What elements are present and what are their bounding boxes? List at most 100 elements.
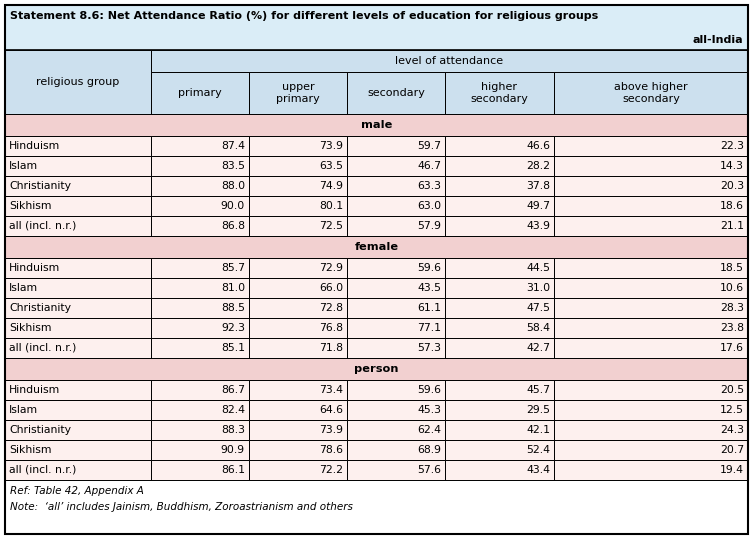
Text: 88.5: 88.5 <box>221 303 245 313</box>
Bar <box>5 5 748 50</box>
Bar <box>249 460 347 480</box>
Text: 72.2: 72.2 <box>319 465 343 475</box>
Bar <box>151 176 249 196</box>
Bar <box>5 156 151 176</box>
Bar <box>249 258 347 278</box>
Text: 72.8: 72.8 <box>319 303 343 313</box>
Text: all (incl. n.r.): all (incl. n.r.) <box>9 465 76 475</box>
Text: 37.8: 37.8 <box>526 181 550 191</box>
Bar <box>554 136 748 156</box>
Text: 71.8: 71.8 <box>319 343 343 353</box>
Bar <box>445 460 554 480</box>
Text: 72.9: 72.9 <box>319 263 343 273</box>
Bar <box>347 136 445 156</box>
Text: 21.1: 21.1 <box>720 221 744 231</box>
Text: 46.6: 46.6 <box>526 141 550 151</box>
Text: Hinduism: Hinduism <box>9 263 60 273</box>
Bar <box>5 480 748 534</box>
Text: Sikhism: Sikhism <box>9 201 51 211</box>
Text: 59.7: 59.7 <box>417 141 441 151</box>
Bar <box>445 156 554 176</box>
Text: 90.0: 90.0 <box>221 201 245 211</box>
Bar <box>554 460 748 480</box>
Bar <box>445 400 554 420</box>
Text: 63.0: 63.0 <box>417 201 441 211</box>
Bar <box>445 318 554 338</box>
Text: 43.5: 43.5 <box>417 283 441 293</box>
Bar <box>347 298 445 318</box>
Bar <box>347 318 445 338</box>
Bar <box>151 440 249 460</box>
Text: 44.5: 44.5 <box>526 263 550 273</box>
Text: 63.3: 63.3 <box>417 181 441 191</box>
Bar <box>151 460 249 480</box>
Text: 73.9: 73.9 <box>319 425 343 435</box>
Bar <box>554 420 748 440</box>
Text: 85.1: 85.1 <box>221 343 245 353</box>
Text: 14.3: 14.3 <box>720 161 744 171</box>
Bar <box>151 216 249 236</box>
Text: 42.1: 42.1 <box>526 425 550 435</box>
Text: 57.9: 57.9 <box>417 221 441 231</box>
Text: all (incl. n.r.): all (incl. n.r.) <box>9 221 76 231</box>
Text: Note:  ‘all’ includes Jainism, Buddhism, Zoroastrianism and others: Note: ‘all’ includes Jainism, Buddhism, … <box>10 502 353 512</box>
Bar <box>249 72 347 114</box>
Bar <box>5 278 151 298</box>
Text: 81.0: 81.0 <box>221 283 245 293</box>
Text: 47.5: 47.5 <box>526 303 550 313</box>
Bar <box>554 400 748 420</box>
Bar <box>151 380 249 400</box>
Bar <box>151 318 249 338</box>
Text: 76.8: 76.8 <box>319 323 343 333</box>
Bar <box>445 136 554 156</box>
Text: 66.0: 66.0 <box>319 283 343 293</box>
Bar <box>445 258 554 278</box>
Bar <box>5 114 748 136</box>
Text: 31.0: 31.0 <box>526 283 550 293</box>
Text: 23.8: 23.8 <box>720 323 744 333</box>
Text: 73.4: 73.4 <box>319 385 343 395</box>
Text: 74.9: 74.9 <box>319 181 343 191</box>
Text: 20.3: 20.3 <box>720 181 744 191</box>
Text: 68.9: 68.9 <box>417 445 441 455</box>
Bar <box>554 278 748 298</box>
Bar <box>445 278 554 298</box>
Text: Islam: Islam <box>9 405 38 415</box>
Text: 82.4: 82.4 <box>221 405 245 415</box>
Bar <box>554 318 748 338</box>
Bar <box>5 258 151 278</box>
Text: 77.1: 77.1 <box>417 323 441 333</box>
Bar <box>151 258 249 278</box>
Bar <box>347 156 445 176</box>
Bar <box>554 258 748 278</box>
Text: 64.6: 64.6 <box>319 405 343 415</box>
Text: female: female <box>355 242 398 252</box>
Text: Christianity: Christianity <box>9 425 71 435</box>
Text: 45.7: 45.7 <box>526 385 550 395</box>
Bar <box>5 216 151 236</box>
Bar <box>554 440 748 460</box>
Bar <box>347 440 445 460</box>
Text: 46.7: 46.7 <box>417 161 441 171</box>
Bar <box>347 380 445 400</box>
Bar <box>151 400 249 420</box>
Text: 80.1: 80.1 <box>319 201 343 211</box>
Text: 61.1: 61.1 <box>417 303 441 313</box>
Bar <box>347 72 445 114</box>
Bar <box>347 258 445 278</box>
Bar <box>554 298 748 318</box>
Bar <box>347 196 445 216</box>
Text: 20.7: 20.7 <box>720 445 744 455</box>
Text: 22.3: 22.3 <box>720 141 744 151</box>
Text: religious group: religious group <box>36 77 120 87</box>
Text: 57.3: 57.3 <box>417 343 441 353</box>
Bar <box>5 298 151 318</box>
Text: 19.4: 19.4 <box>720 465 744 475</box>
Text: person: person <box>354 364 399 374</box>
Bar <box>554 176 748 196</box>
Text: 10.6: 10.6 <box>720 283 744 293</box>
Bar <box>249 338 347 358</box>
Bar <box>347 420 445 440</box>
Bar <box>249 420 347 440</box>
Text: 28.3: 28.3 <box>720 303 744 313</box>
